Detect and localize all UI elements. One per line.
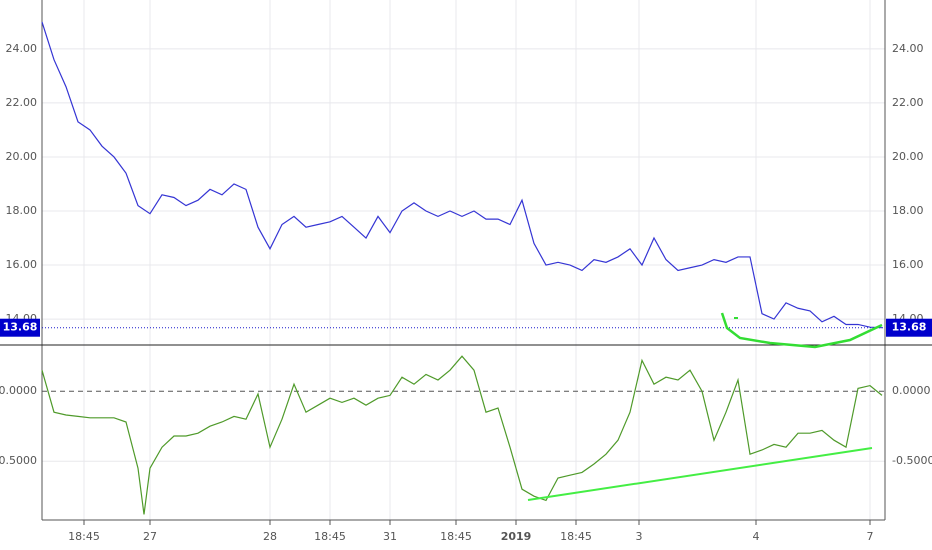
x-tick-label: 18:45 [560,530,592,543]
y-tick-label-left: 24.00 [6,42,38,55]
x-tick-label: 18:45 [314,530,346,543]
x-tick-label: 31 [383,530,397,543]
y-tick-label-right: 0.0000 [892,384,931,397]
x-tick-label: 7 [867,530,874,543]
x-tick-label: 3 [636,530,643,543]
x-tick-label: 18:45 [440,530,472,543]
y-tick-label-right: 22.00 [892,96,924,109]
y-tick-label-left: -0.5000 [0,454,37,467]
y-tick-label-right: -0.5000 [892,454,932,467]
y-tick-label-right: 24.00 [892,42,924,55]
y-tick-label-left: 18.00 [6,204,38,217]
price-label-right: 13.68 [892,321,927,334]
series-line [41,21,883,329]
y-tick-label-right: 16.00 [892,258,924,271]
hand-drawn-curve [720,312,883,349]
x-tick-label: 2019 [501,530,532,543]
y-tick-label-left: 22.00 [6,96,38,109]
y-tick-label-left: 16.00 [6,258,38,271]
y-tick-label-right: 18.00 [892,204,924,217]
hand-drawn-trend-line [527,447,873,501]
series-line [41,355,883,515]
x-tick-label: 18:45 [68,530,100,543]
price-label-box-right [886,318,932,337]
y-tick-label-left: 0.0000 [0,384,37,397]
y-tick-label-left: 20.00 [6,150,38,163]
price-label-left: 13.68 [3,321,38,334]
x-tick-label: 4 [753,530,760,543]
x-tick-label: 27 [143,530,157,543]
price-label-box-left [0,318,40,337]
x-tick-label: 28 [263,530,277,543]
y-tick-label-right: 20.00 [892,150,924,163]
